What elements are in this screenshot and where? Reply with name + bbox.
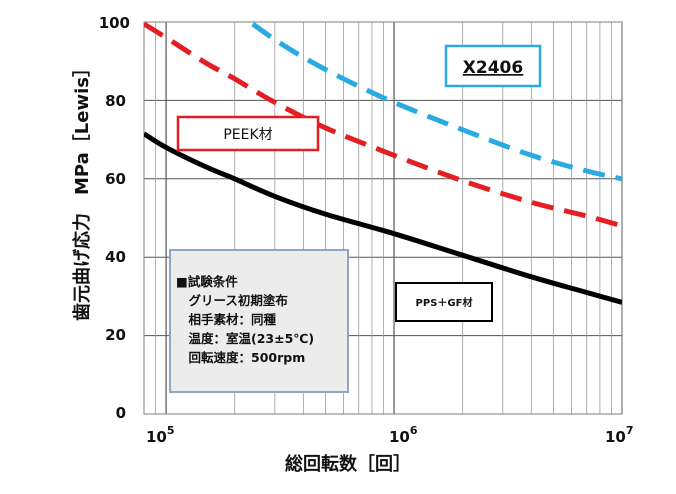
peek-label: PEEK材 [176, 115, 320, 152]
pps-label-box [395, 282, 493, 322]
peek-label-text: PEEK材 [223, 127, 272, 143]
y-axis-title: 歯元曲げ応力 MPa［Lewis］ [71, 59, 93, 321]
test-conditions-line: 相手素材：同種 [176, 312, 277, 327]
pps-label: PPS＋GF材 [395, 282, 493, 322]
y-tick-label: 20 [105, 326, 126, 344]
test-conditions-line: グリース初期塗布 [176, 293, 288, 308]
x-tick-label: 105 [146, 424, 175, 446]
test-conditions-line: 温度：室温(23±5℃) [176, 331, 314, 346]
y-tick-label: 100 [99, 14, 130, 32]
y-tick-label: 0 [116, 404, 126, 422]
series-group [144, 21, 622, 305]
y-tick-labels: 0 20 40 60 80 100 [99, 14, 130, 422]
x2406-label: X2406 [444, 44, 542, 88]
x2406-label-text: X2406 [463, 58, 523, 78]
peek-label-box [176, 115, 320, 152]
x-tick-labels: 105 106 107 [146, 424, 634, 446]
pps-label-text: PPS＋GF材 [416, 296, 473, 309]
x2406-label-box [444, 44, 542, 88]
test-conditions-box: ■試験条件 グリース初期塗布 相手素材：同種 温度：室温(23±5℃) 回転速度… [169, 249, 349, 393]
y-tick-label: 60 [105, 170, 126, 188]
x-axis-title: 総回転数［回］ [285, 453, 411, 475]
test-conditions-line: ■試験条件 [176, 274, 238, 289]
test-conditions-frame [169, 249, 349, 393]
series-line-0 [251, 21, 622, 182]
y-tick-label: 40 [105, 248, 126, 266]
test-conditions-line: 回転速度：500rpm [176, 350, 305, 365]
y-tick-label: 80 [105, 92, 126, 110]
series-line-1 [144, 21, 622, 229]
plot-frame [143, 21, 623, 415]
x-tick-label: 106 [389, 424, 418, 446]
x-tick-label: 107 [605, 424, 634, 446]
series-line-2 [144, 131, 622, 305]
